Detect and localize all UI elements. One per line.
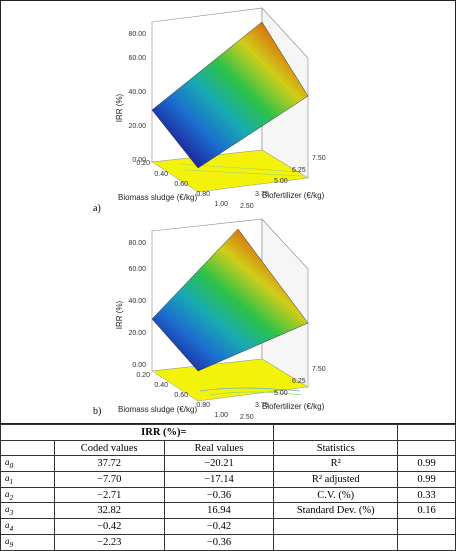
coefficient-label: a3 — [0, 502, 55, 520]
coefficient-label: a1 — [0, 471, 55, 488]
svg-text:0.20: 0.20 — [136, 160, 150, 167]
col-stats-header: Statistics — [273, 439, 399, 457]
panel-label-b: b) — [93, 406, 102, 417]
x-axis-ticks: 0.20 0.40 0.60 0.80 1.00 — [136, 372, 228, 419]
statistic-name — [273, 518, 399, 535]
table-row: a2 −2.71 −0.36 C.V. (%) 0.33 — [0, 486, 456, 504]
z-axis-ticks: 0.00 20.00 40.00 60.00 80.00 — [128, 31, 146, 164]
y-axis-ticks: 2.50 3.75 5.00 6.25 7.50 — [240, 155, 326, 210]
svg-text:40.00: 40.00 — [128, 298, 146, 305]
irr-coefficients-table: IRR (%)= Coded values Real values Statis… — [0, 424, 456, 551]
figure-frame — [0, 0, 456, 424]
surface-plot-a: 0.00 20.00 40.00 60.00 80.00 IRR (%) 0.2… — [0, 0, 456, 215]
svg-text:3.75: 3.75 — [255, 191, 269, 198]
coefficient-label: a2 — [0, 486, 55, 504]
table-row: a4 −0.42 −0.42 — [0, 518, 456, 535]
col-coded-header: Coded values — [53, 439, 165, 457]
y-axis-ticks: 2.50 3.75 5.00 6.25 7.50 — [240, 366, 326, 421]
svg-text:60.00: 60.00 — [128, 266, 146, 273]
svg-text:2.50: 2.50 — [240, 203, 254, 210]
surface-plot-b: 0.00 20.00 40.00 60.00 80.00 IRR (%) 0.2… — [0, 215, 456, 424]
svg-text:0.80: 0.80 — [196, 402, 210, 409]
svg-text:20.00: 20.00 — [128, 330, 146, 337]
svg-text:6.25: 6.25 — [292, 378, 306, 385]
svg-text:0.00: 0.00 — [132, 157, 146, 164]
real-value: −0.36 — [163, 486, 275, 504]
statistic-value: 0.99 — [397, 471, 456, 488]
svg-text:2.50: 2.50 — [240, 414, 254, 421]
svg-text:5.00: 5.00 — [274, 178, 288, 185]
svg-text:80.00: 80.00 — [128, 240, 146, 247]
panel-label-a: a) — [93, 203, 101, 214]
coded-value: 37.72 — [53, 455, 165, 473]
svg-text:0.60: 0.60 — [174, 392, 188, 399]
statistic-value — [397, 518, 456, 535]
statistic-name: C.V. (%) — [273, 486, 399, 504]
z-axis-title: IRR (%) — [115, 93, 124, 122]
x-axis-title: Biomass sludge (€/kg) — [118, 405, 197, 414]
table-column-headers: Coded values Real values Statistics — [0, 439, 456, 457]
svg-text:1.00: 1.00 — [214, 412, 228, 419]
real-value: −0.36 — [163, 533, 275, 551]
table-row: a0 37.72 −20.21 R² 0.99 — [0, 455, 456, 473]
coded-value: −7.70 — [53, 471, 165, 488]
x-axis-ticks: 0.20 0.40 0.60 0.80 1.00 — [136, 160, 228, 208]
svg-text:7.50: 7.50 — [312, 366, 326, 373]
svg-text:0.60: 0.60 — [174, 181, 188, 188]
coded-value: 32.82 — [53, 502, 165, 520]
svg-text:0.40: 0.40 — [154, 382, 168, 389]
col-real-header: Real values — [163, 439, 275, 457]
statistic-value: 0.16 — [397, 502, 456, 520]
table-row: a9 −2.23 −0.36 — [0, 533, 456, 551]
svg-text:60.00: 60.00 — [128, 55, 146, 62]
statistic-value: 0.99 — [397, 455, 456, 473]
x-axis-title: Biomass sludge (€/kg) — [118, 193, 197, 202]
svg-text:3.75: 3.75 — [255, 402, 269, 409]
floor-contour — [151, 358, 309, 402]
real-value: −0.42 — [163, 518, 275, 535]
svg-text:40.00: 40.00 — [128, 89, 146, 96]
svg-text:7.50: 7.50 — [312, 155, 326, 162]
y-axis-title: Biofertilizer (€/kg) — [262, 191, 325, 200]
y-axis-title: Biofertilizer (€/kg) — [262, 402, 325, 411]
statistic-value: 0.33 — [397, 486, 456, 504]
real-value: −20.21 — [163, 455, 275, 473]
table-row: a3 32.82 16.94 Standard Dev. (%) 0.16 — [0, 502, 456, 520]
coded-value: −2.71 — [53, 486, 165, 504]
table-header-row: IRR (%)= — [0, 424, 456, 441]
statistic-name: R² adjusted — [273, 471, 399, 488]
coefficient-label: a9 — [0, 533, 55, 551]
svg-text:6.25: 6.25 — [292, 167, 306, 174]
real-value: 16.94 — [163, 502, 275, 520]
statistic-name: R² — [273, 455, 399, 473]
svg-text:80.00: 80.00 — [128, 31, 146, 38]
svg-text:5.00: 5.00 — [274, 390, 288, 397]
coded-value: −2.23 — [53, 533, 165, 551]
coefficient-label: a0 — [0, 455, 55, 473]
statistic-name — [273, 533, 399, 551]
coded-value: −0.42 — [53, 518, 165, 535]
svg-text:0.80: 0.80 — [196, 191, 210, 198]
svg-text:1.00: 1.00 — [214, 201, 228, 208]
table-row: a1 −7.70 −17.14 R² adjusted 0.99 — [0, 471, 456, 488]
z-axis-ticks: 0.00 20.00 40.00 60.00 80.00 — [128, 240, 146, 369]
coefficient-label: a4 — [0, 518, 55, 535]
svg-text:0.00: 0.00 — [132, 362, 146, 369]
statistic-name: Standard Dev. (%) — [273, 502, 399, 520]
svg-text:0.40: 0.40 — [154, 171, 168, 178]
z-axis-title: IRR (%) — [115, 300, 124, 329]
floor-contour — [151, 149, 309, 193]
real-value: −17.14 — [163, 471, 275, 488]
svg-text:0.20: 0.20 — [136, 372, 150, 379]
svg-text:20.00: 20.00 — [128, 123, 146, 130]
table-title: IRR (%)= — [54, 424, 275, 441]
statistic-value — [397, 533, 456, 551]
